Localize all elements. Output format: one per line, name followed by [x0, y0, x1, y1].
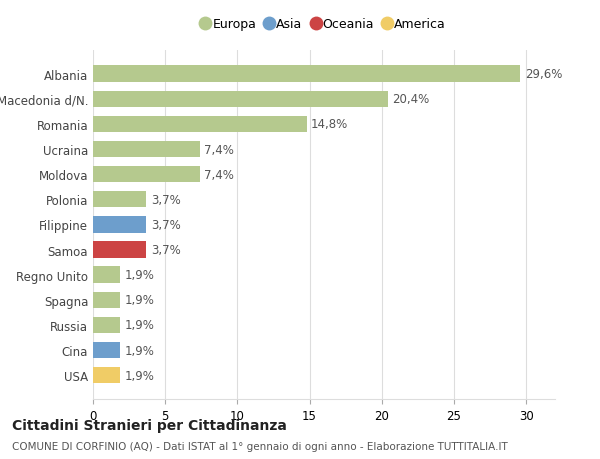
Text: 20,4%: 20,4%: [392, 93, 429, 106]
Text: 7,4%: 7,4%: [204, 168, 234, 181]
Bar: [93, 192, 146, 208]
Text: 14,8%: 14,8%: [311, 118, 348, 131]
Text: 1,9%: 1,9%: [125, 369, 155, 382]
Text: 1,9%: 1,9%: [125, 269, 155, 281]
Bar: [93, 367, 121, 383]
Bar: [93, 342, 121, 358]
Text: 3,7%: 3,7%: [151, 193, 181, 207]
Text: Cittadini Stranieri per Cittadinanza: Cittadini Stranieri per Cittadinanza: [12, 418, 287, 431]
Bar: [93, 167, 200, 183]
Bar: [93, 67, 520, 83]
Bar: [93, 267, 121, 283]
Bar: [93, 117, 307, 133]
Text: 3,7%: 3,7%: [151, 218, 181, 231]
Text: 29,6%: 29,6%: [524, 68, 562, 81]
Text: 1,9%: 1,9%: [125, 344, 155, 357]
Bar: [93, 141, 200, 158]
Bar: [93, 317, 121, 333]
Bar: [93, 242, 146, 258]
Text: COMUNE DI CORFINIO (AQ) - Dati ISTAT al 1° gennaio di ogni anno - Elaborazione T: COMUNE DI CORFINIO (AQ) - Dati ISTAT al …: [12, 441, 508, 451]
Text: 1,9%: 1,9%: [125, 294, 155, 307]
Bar: [93, 217, 146, 233]
Legend: Europa, Asia, Oceania, America: Europa, Asia, Oceania, America: [200, 16, 448, 34]
Text: 7,4%: 7,4%: [204, 143, 234, 156]
Bar: [93, 292, 121, 308]
Text: 1,9%: 1,9%: [125, 319, 155, 332]
Bar: [93, 91, 388, 108]
Text: 3,7%: 3,7%: [151, 243, 181, 257]
